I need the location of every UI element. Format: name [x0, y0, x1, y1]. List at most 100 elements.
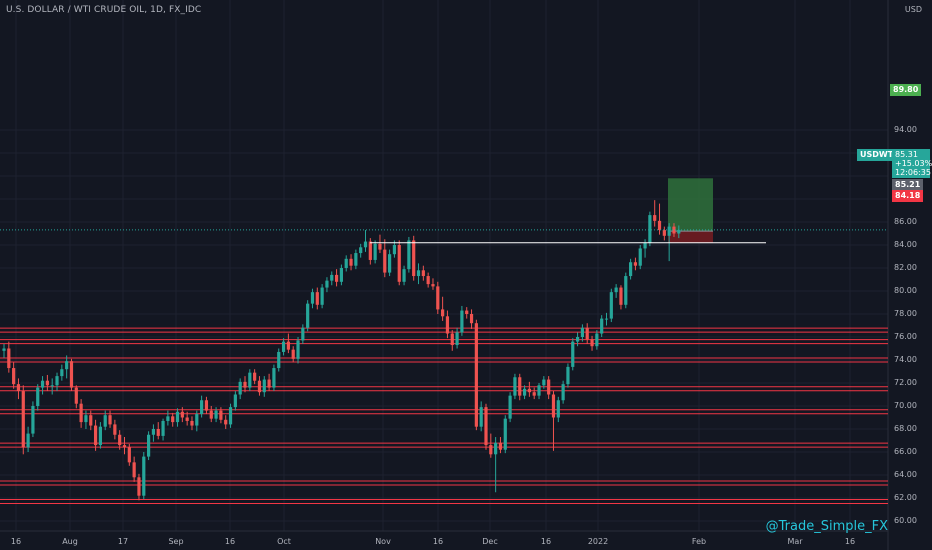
support-resistance-levels	[0, 327, 888, 504]
time-tick-label: 16	[540, 537, 552, 546]
candle-body	[527, 388, 531, 393]
candle-body	[204, 400, 209, 411]
price-tick-label: 72.00	[894, 378, 917, 387]
time-tick-label: 16	[844, 537, 856, 546]
candle-body	[12, 368, 16, 385]
last-price-tag: 85.31 +15.03% 12:06:35	[892, 149, 932, 178]
candle-body	[494, 442, 498, 455]
candle-body	[180, 411, 184, 418]
price-tick-label: 64.00	[894, 470, 917, 479]
candle-body	[436, 286, 440, 310]
candle-body	[363, 241, 368, 248]
price-tick-label: 70.00	[894, 401, 917, 410]
price-tick-label: 86.00	[894, 217, 917, 226]
candle-body	[330, 274, 334, 281]
candle-body	[407, 240, 411, 270]
stop-price-tag: 84.18	[892, 190, 924, 202]
candle-body	[320, 287, 324, 305]
candle-body	[349, 258, 353, 266]
price-tick-label: 66.00	[894, 447, 917, 456]
candle-body	[643, 242, 647, 249]
candle-body	[388, 254, 392, 273]
candle-body	[585, 327, 589, 340]
candle-body	[257, 380, 262, 393]
candle-body	[397, 245, 401, 282]
candle-body	[69, 361, 74, 388]
candle-body	[113, 424, 117, 435]
candle-body	[561, 384, 565, 401]
candle-body	[339, 268, 343, 282]
time-tick-label: 16	[10, 537, 22, 546]
candle-body	[147, 434, 151, 457]
candle-body	[518, 377, 522, 396]
entry-price-tag: 85.21	[892, 179, 924, 191]
candle-body	[619, 287, 623, 305]
candle-body	[132, 462, 136, 478]
candle-body	[156, 429, 160, 436]
candle-body	[93, 425, 98, 446]
candle-body	[127, 447, 131, 463]
time-tick-label: 16	[432, 537, 444, 546]
candlestick-series	[2, 200, 681, 501]
candle-body	[253, 372, 257, 381]
price-tick-label: 68.00	[894, 424, 917, 433]
candle-body	[465, 310, 469, 314]
chart-overlay	[0, 229, 888, 244]
candle-body	[532, 392, 536, 396]
candle-body	[498, 442, 503, 450]
candle-body	[359, 247, 363, 254]
candle-body	[629, 262, 633, 277]
symbol-title[interactable]: U.S. DOLLAR / WTI CRUDE OIL, 1D, FX_IDC	[6, 5, 202, 15]
candle-body	[137, 477, 141, 496]
currency-label: USD	[904, 5, 922, 14]
price-tick-label: 84.00	[894, 240, 917, 249]
candle-body	[402, 269, 406, 282]
candle-body	[426, 276, 430, 285]
candle-body	[219, 410, 223, 420]
time-tick-label: Mar	[787, 537, 803, 546]
candle-body	[233, 394, 237, 408]
candle-body	[31, 406, 35, 434]
candle-body	[378, 243, 382, 250]
candle-body	[238, 381, 242, 395]
profit-zone	[668, 178, 713, 232]
time-tick-label: Dec	[482, 537, 498, 546]
price-change-value: +15.03%	[895, 159, 932, 168]
candle-body	[484, 407, 488, 446]
candle-body	[45, 380, 49, 386]
candle-body	[248, 372, 252, 388]
candle-body	[84, 415, 88, 423]
candle-body	[648, 215, 652, 243]
candle-body	[175, 411, 180, 423]
price-tick-label: 80.00	[894, 286, 917, 295]
price-tick-label: 62.00	[894, 493, 917, 502]
author-watermark: @Trade_Simple_FX	[765, 519, 888, 534]
price-tick-label: 60.00	[894, 516, 917, 525]
candle-body	[301, 327, 305, 341]
candle-body	[108, 415, 112, 425]
candle-body	[566, 366, 570, 385]
candle-body	[209, 410, 213, 419]
candle-body	[575, 337, 580, 342]
candle-body	[469, 314, 474, 324]
candle-body	[580, 327, 584, 337]
price-tick-label: 82.00	[894, 263, 917, 272]
candle-body	[89, 415, 93, 426]
candle-body	[513, 377, 517, 396]
candle-body	[672, 226, 676, 234]
time-tick-label: Aug	[62, 537, 78, 546]
candle-body	[667, 226, 671, 236]
candle-body	[368, 241, 372, 260]
candle-body	[431, 284, 435, 287]
candle-body	[296, 340, 300, 359]
time-tick-label: Feb	[691, 537, 707, 546]
candle-body	[657, 220, 662, 231]
candle-body	[677, 229, 681, 234]
candle-body	[79, 403, 83, 423]
candle-body	[161, 420, 165, 436]
candle-body	[547, 379, 551, 395]
candle-body	[653, 215, 657, 221]
candle-body	[16, 384, 21, 392]
bar-countdown-value: 12:06:35	[895, 168, 931, 177]
